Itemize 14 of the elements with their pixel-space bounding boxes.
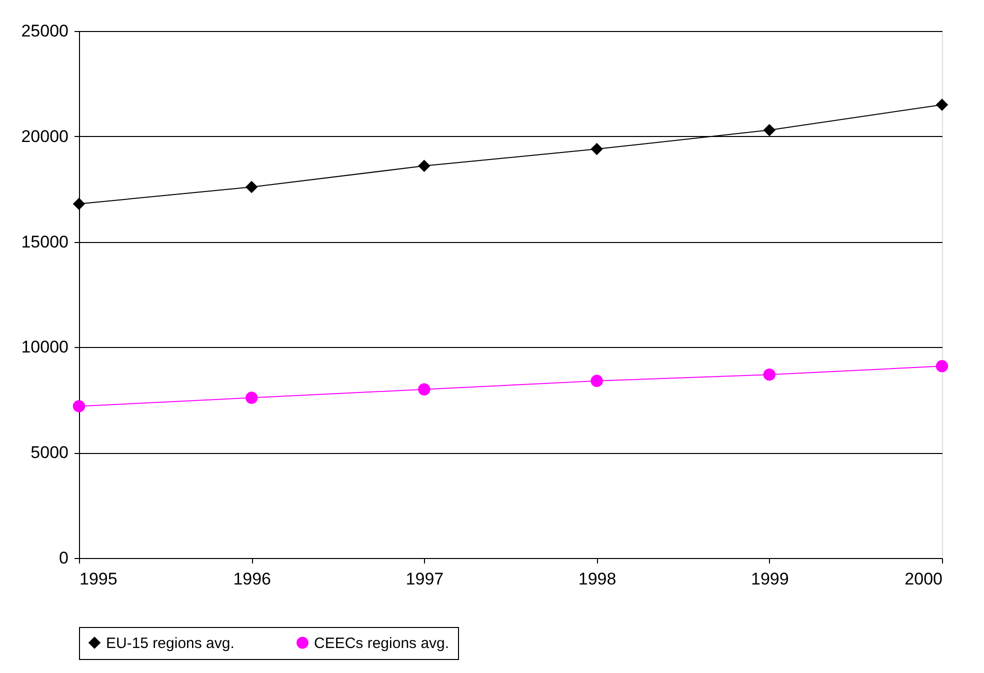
- y-tick-label: 5000: [30, 443, 68, 462]
- x-tick-label: 1998: [578, 570, 616, 588]
- x-tick-label: 1996: [233, 570, 272, 588]
- legend-label: EU-15 regions avg.: [106, 634, 234, 652]
- y-tick-label: 15000: [21, 232, 68, 252]
- x-tick-label: 1995: [80, 570, 118, 588]
- legend-label: CEECs regions avg.: [314, 634, 450, 652]
- y-tick-label: 0: [59, 548, 68, 568]
- x-tick-label: 2000: [904, 570, 942, 588]
- y-tick-label: 20000: [21, 126, 68, 146]
- y-tick-label: 25000: [21, 22, 68, 40]
- x-tick-label: 1997: [406, 570, 444, 588]
- y-tick-label: 10000: [21, 338, 68, 357]
- x-tick-label: 1999: [750, 570, 789, 588]
